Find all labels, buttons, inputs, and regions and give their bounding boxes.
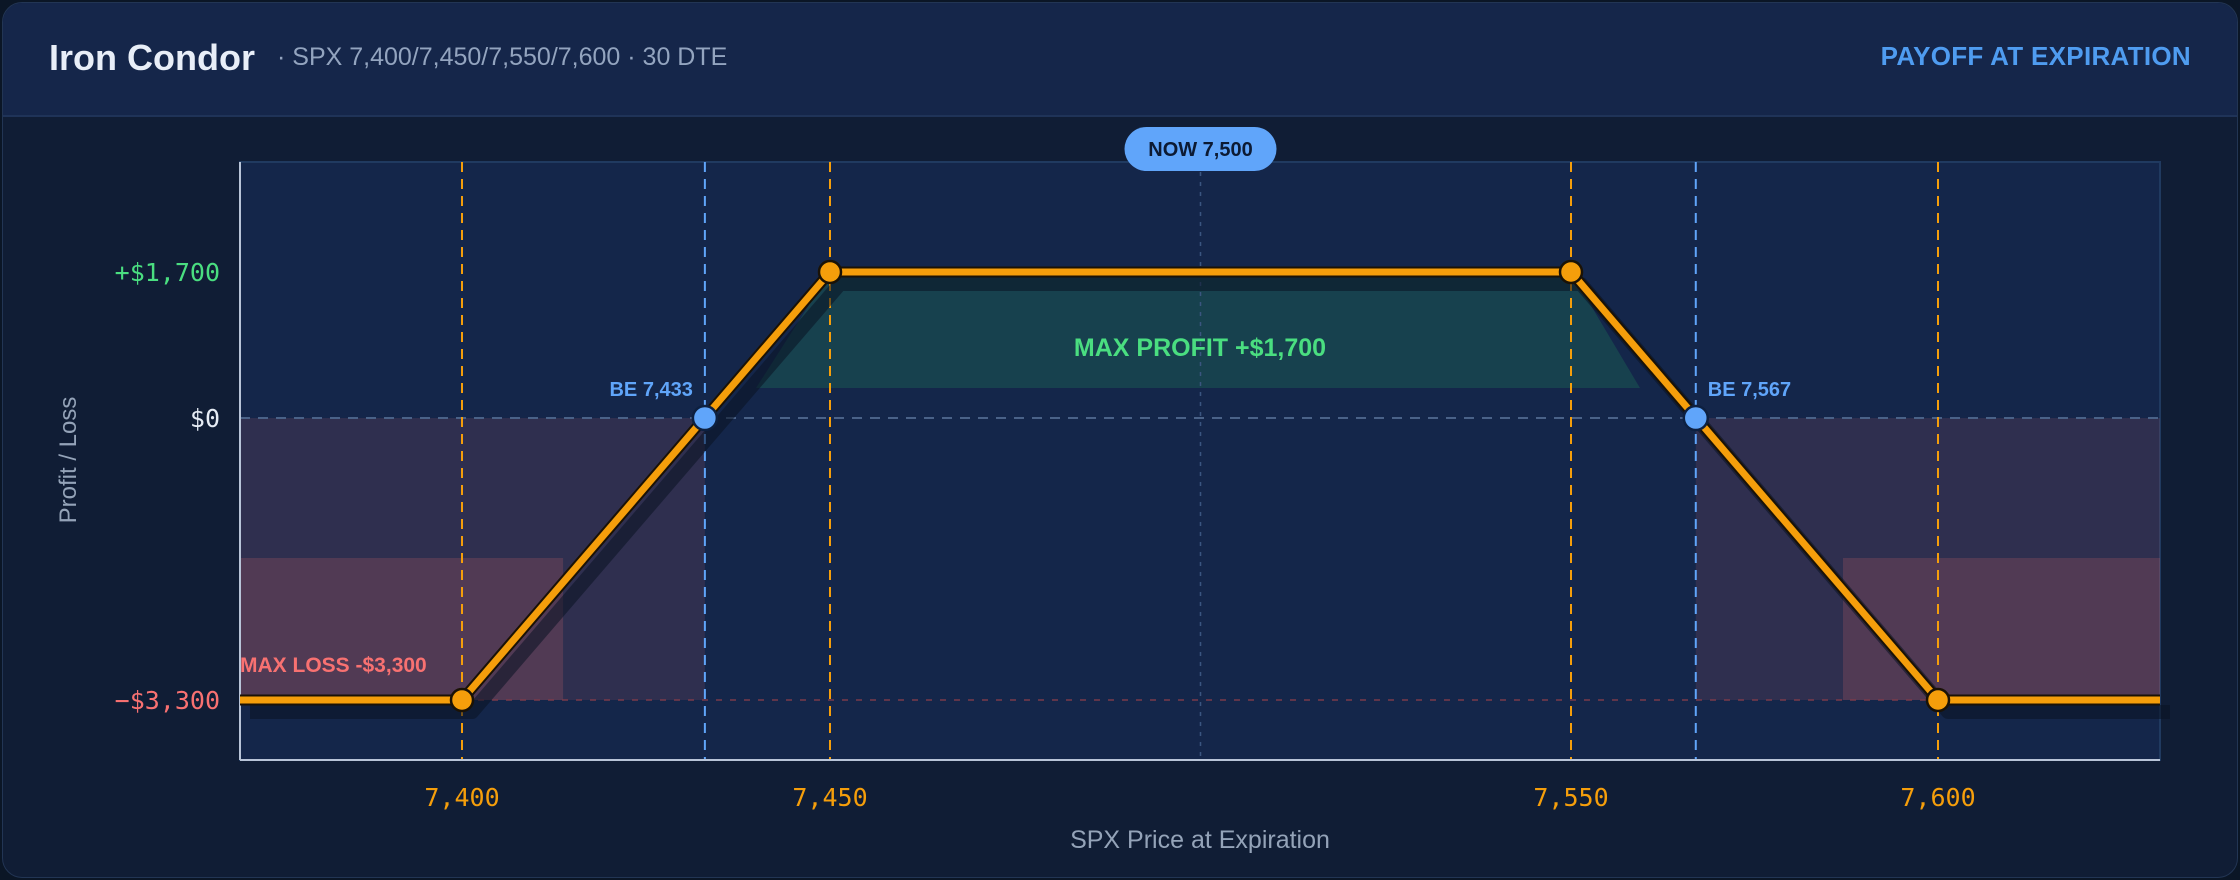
max-profit-label: MAX PROFIT +$1,700 <box>1074 334 1326 362</box>
profit-zone <box>756 272 1640 388</box>
strike-point <box>1558 259 1584 285</box>
x-tick-label: 7,450 <box>792 783 867 812</box>
breakeven-point <box>1682 404 1710 432</box>
strike-point <box>1925 687 1951 713</box>
strategy-subtitle: · SPX 7,400/7,450/7,550/7,600 · 30 DTE <box>277 43 728 71</box>
max-loss-zone-right <box>1843 558 2160 700</box>
max-loss-zone-left <box>240 558 564 700</box>
current-price-pill <box>1124 127 1277 171</box>
x-tick-label: 7,600 <box>1900 783 1975 812</box>
y-tick-label: +$1,700 <box>115 258 220 287</box>
breakeven-point <box>691 404 719 432</box>
payoff-line <box>240 268 2160 704</box>
payoff-mode-label: PAYOFF AT EXPIRATION <box>1880 41 2191 71</box>
y-tick-label: $0 <box>190 404 220 433</box>
y-tick-label: −$3,300 <box>115 686 220 715</box>
strike-point <box>817 259 843 285</box>
current-price-label: NOW 7,500 <box>1148 139 1252 161</box>
x-axis-title: SPX Price at Expiration <box>1070 826 1330 854</box>
strike-point <box>449 687 475 713</box>
loss-zone-right <box>1695 418 2160 700</box>
plot-area <box>239 161 2161 761</box>
page-title: Iron Condor <box>49 37 255 78</box>
y-axis-title: Profit / Loss <box>55 397 82 524</box>
card-header: Iron Condor · SPX 7,400/7,450/7,550/7,60… <box>3 3 2237 117</box>
payoff-line-shadow <box>250 277 2170 719</box>
x-tick-label: 7,400 <box>424 783 499 812</box>
loss-zone-left <box>240 418 705 700</box>
breakeven-label: BE 7,567 <box>1708 379 1791 401</box>
x-tick-label: 7,550 <box>1533 783 1608 812</box>
breakeven-label: BE 7,433 <box>609 379 692 401</box>
max-loss-label: MAX LOSS -$3,300 <box>240 654 427 677</box>
